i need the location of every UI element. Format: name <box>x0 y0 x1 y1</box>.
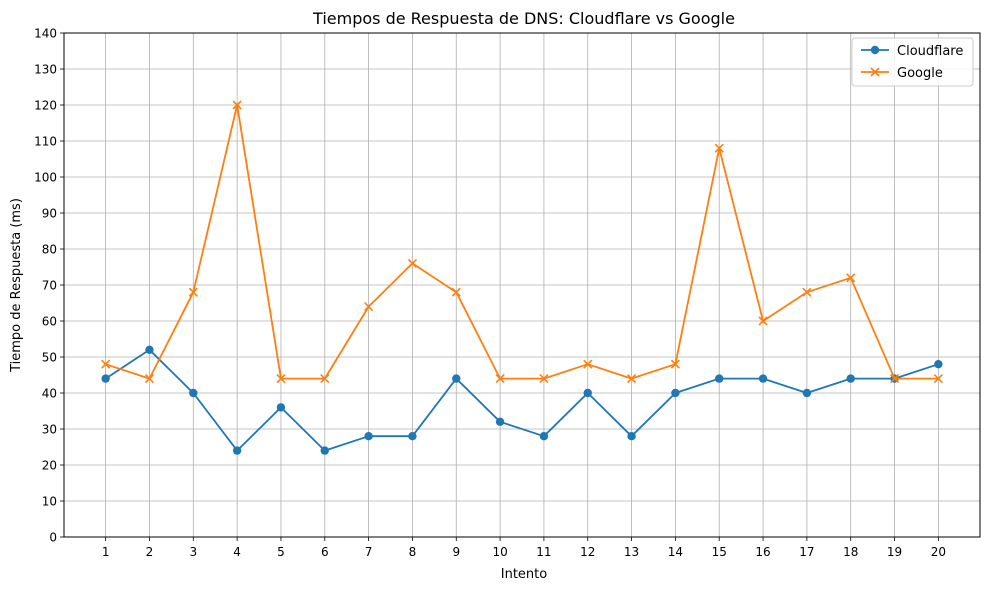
x-axis-label: Intento <box>501 567 548 582</box>
data-point-cloudflare <box>495 417 505 426</box>
legend: Cloudflare Google <box>851 37 974 87</box>
data-point-google <box>583 359 593 369</box>
x-tick-label: 14 <box>668 545 683 559</box>
data-point-cloudflare <box>627 432 636 441</box>
x-tick-label: 13 <box>624 545 639 559</box>
data-point-cloudflare <box>846 374 855 383</box>
x-tick-label: 2 <box>146 545 154 559</box>
x-axis-ticks: 1 2 3 4 5 6 7 8 9 10 11 12 13 14 15 16 17 18 19 20 <box>102 537 946 559</box>
y-tick-label: 70 <box>42 279 57 293</box>
x-tick-label: 17 <box>799 545 814 559</box>
data-point-google <box>670 359 680 369</box>
data-point-cloudflare <box>276 403 286 412</box>
data-point-google <box>627 374 637 384</box>
data-point-cloudflare <box>408 432 417 441</box>
data-point-google <box>144 374 155 384</box>
data-point-google <box>276 374 286 384</box>
y-tick-label: 90 <box>42 207 57 221</box>
data-point-google <box>232 100 242 110</box>
y-tick-label: 50 <box>42 351 57 365</box>
data-point-google <box>451 287 461 297</box>
x-tick-label: 10 <box>492 545 507 559</box>
y-tick-label: 130 <box>34 63 57 77</box>
data-point-google <box>758 316 768 326</box>
series-google <box>101 100 943 384</box>
data-point-cloudflare <box>539 432 549 441</box>
data-point-google <box>101 359 111 369</box>
series-layer <box>101 100 943 455</box>
y-axis-ticks: 0 10 20 30 40 50 60 70 80 90 100 110 120 130 140 <box>34 27 64 545</box>
data-point-google <box>320 374 330 384</box>
y-tick-label: 40 <box>42 387 57 401</box>
y-tick-label: 100 <box>34 171 57 185</box>
data-point-google <box>714 143 724 153</box>
data-point-google <box>802 287 812 297</box>
data-point-cloudflare <box>802 388 812 398</box>
series-line-cloudflare <box>105 348 939 452</box>
x-tick-label: 9 <box>452 545 460 559</box>
y-tick-label: 0 <box>49 531 57 545</box>
data-point-cloudflare <box>934 360 943 369</box>
x-tick-label: 15 <box>712 545 727 559</box>
data-point-cloudflare <box>452 374 461 383</box>
y-tick-label: 120 <box>34 99 57 113</box>
legend-label-google: Google <box>897 66 943 81</box>
data-point-cloudflare <box>583 388 592 398</box>
y-tick-label: 110 <box>34 135 57 149</box>
y-tick-label: 140 <box>34 27 57 41</box>
x-tick-label: 20 <box>931 545 946 559</box>
data-point-cloudflare <box>715 374 724 383</box>
x-tick-label: 7 <box>365 545 373 559</box>
data-point-cloudflare <box>232 446 242 455</box>
data-point-google <box>364 302 374 312</box>
data-point-cloudflare <box>758 374 768 383</box>
x-tick-label: 12 <box>580 545 595 559</box>
legend-marker-cloudflare <box>870 45 880 55</box>
data-point-google <box>188 287 198 297</box>
data-point-cloudflare <box>320 446 329 455</box>
data-point-google <box>539 374 549 384</box>
data-point-google <box>933 374 943 384</box>
chart-title: Tiempos de Respuesta de DNS: Cloudflare … <box>312 9 735 28</box>
data-point-google <box>846 273 856 283</box>
x-tick-label: 19 <box>887 545 902 559</box>
y-tick-label: 20 <box>42 459 57 473</box>
legend-label-cloudflare: Cloudflare <box>897 44 963 59</box>
y-tick-label: 80 <box>42 243 57 257</box>
x-tick-label: 18 <box>843 545 858 559</box>
y-tick-label: 30 <box>42 423 57 437</box>
x-tick-label: 11 <box>536 545 551 559</box>
y-tick-label: 10 <box>42 495 57 509</box>
data-point-cloudflare <box>101 374 110 383</box>
data-point-google <box>407 258 417 268</box>
x-tick-label: 1 <box>102 545 110 559</box>
legend-marker-google <box>870 67 880 77</box>
grid-lines <box>64 32 980 538</box>
x-tick-label: 8 <box>409 545 417 559</box>
y-tick-label: 60 <box>42 315 57 329</box>
series-line-google <box>105 104 939 380</box>
data-point-cloudflare <box>189 388 198 398</box>
x-tick-label: 6 <box>321 545 329 559</box>
data-point-google <box>495 374 505 384</box>
x-tick-label: 5 <box>277 545 285 559</box>
x-tick-label: 16 <box>755 545 770 559</box>
data-point-cloudflare <box>364 432 373 441</box>
x-tick-label: 4 <box>233 545 241 559</box>
y-axis-label: Tiempo de Respuesta (ms) <box>9 198 24 373</box>
series-cloudflare <box>101 345 943 455</box>
data-point-google <box>889 374 900 384</box>
x-tick-label: 3 <box>189 545 197 559</box>
data-point-cloudflare <box>145 345 154 354</box>
data-point-cloudflare <box>671 388 680 398</box>
